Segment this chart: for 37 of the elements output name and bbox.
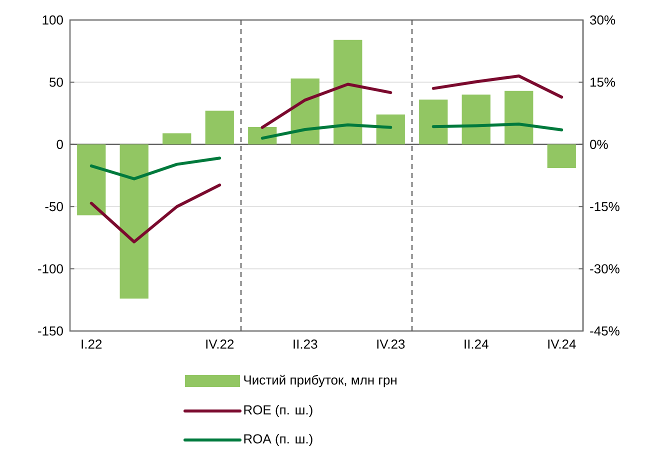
y-tick-label: 50 [50,78,63,87]
y2-tick-label: -45% [590,326,620,336]
line-series [260,82,392,129]
legend-label: ROA (п. ш.) [244,434,312,446]
legend-label: Чистий прибуток, млн грн [244,374,396,388]
line-series [90,184,222,244]
line-series [260,123,392,140]
y2-tick-label: -30% [590,264,620,274]
bar [547,144,576,168]
x-tick-label: IV.22 [206,340,234,349]
y-tick-label: 0 [56,140,63,149]
y-tick-label: -50 [45,202,63,212]
bar [376,114,405,144]
bar [290,78,320,144]
bar [77,144,106,216]
y2-tick-label: 15% [590,78,616,87]
legend-label: ROE (п. ш.) [244,404,312,418]
bar [334,40,362,144]
y2-tick-label: 0% [590,140,608,149]
x-tick-label: IV.23 [377,340,405,349]
bar [120,144,148,299]
bar [504,90,534,144]
bar [462,94,490,144]
x-tick-label: IV.24 [548,340,576,349]
y2-tick-label: -15% [590,202,620,212]
line-series [90,156,222,180]
bar [162,133,192,144]
bar [419,100,448,144]
line-series [432,74,564,99]
x-tick-label: I.22 [82,340,102,349]
x-tick-label: II.24 [464,340,488,349]
y-tick-label: -100 [38,264,63,274]
bar [205,110,234,144]
y2-tick-label: 30% [590,15,616,25]
y-tick-label: 100 [42,15,63,25]
y-tick-label: -150 [38,326,63,336]
x-tick-label: II.23 [294,340,318,349]
